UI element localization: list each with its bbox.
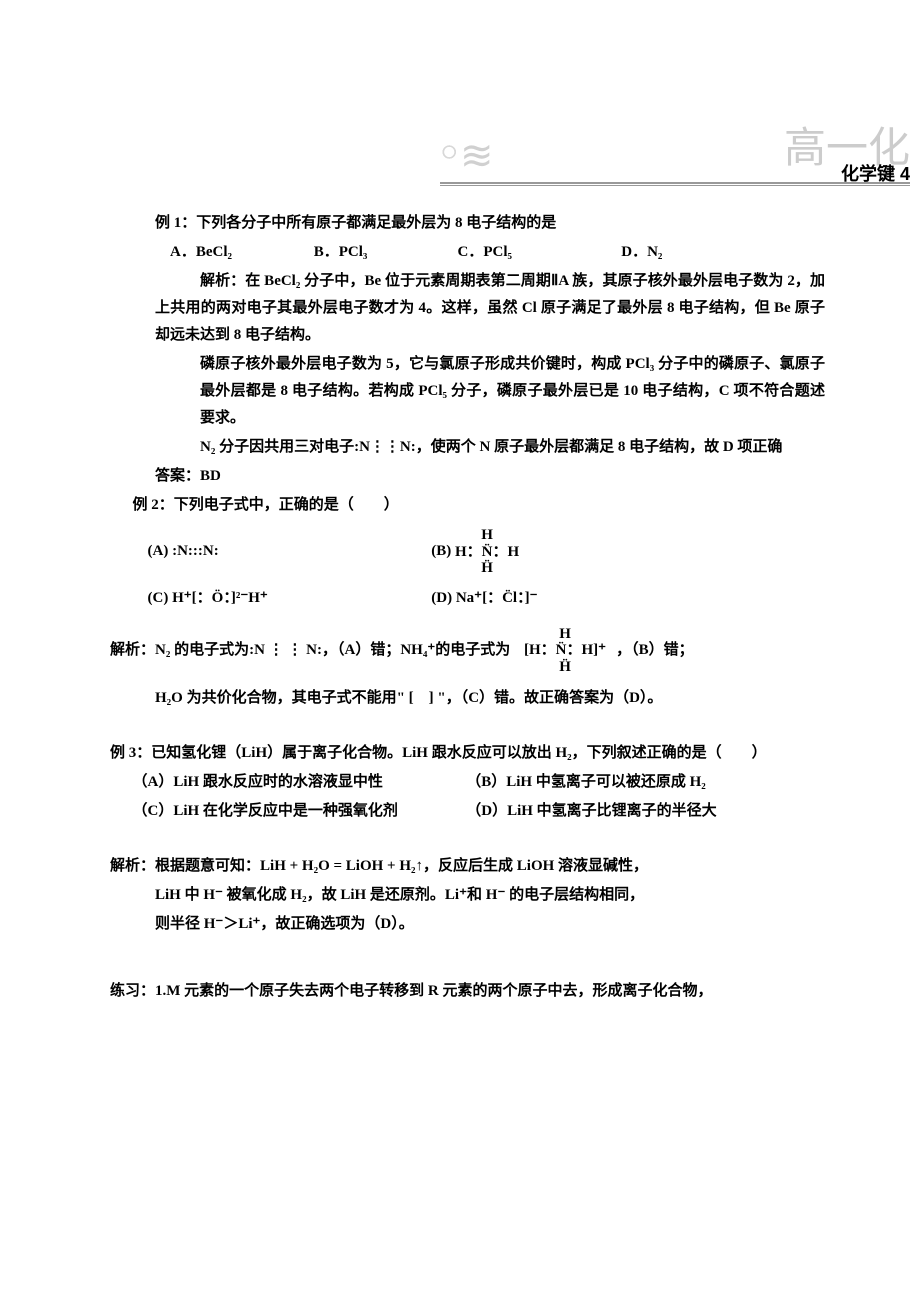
ex1-question: 例 1：下列各分子中所有原子都满足最外层为 8 电子结构的是 [110, 210, 840, 237]
practice-label: 练习： [110, 983, 155, 999]
ex1-answer: 答案：BD [110, 463, 840, 490]
ex2-opt-d: (D) Na⁺[：C̈l：]⁻ [431, 585, 537, 612]
ex3-options-row1: （A）LiH 跟水反应时的水溶液显中性 （B）LiH 中氢离子可以被还原成 H₂ [110, 769, 840, 796]
ex3-opt-d: （D）LiH 中氢离子比锂离子的半径大 [466, 798, 796, 825]
ex2-options-row1: (A) :N:::N: (B) H H：N̈：H Ḧ [110, 527, 840, 577]
ex1-label: 例 1： [155, 215, 196, 231]
ex3-opt-a: （A）LiH 跟水反应时的水溶液显中性 [133, 769, 463, 796]
ex3-analysis-2: LiH 中 H⁻ 被氧化成 H₂，故 LiH 是还原剂。Li⁺和 H⁻ 的电子层… [110, 882, 840, 909]
ex1-analysis-1: 解析：在 BeCl₂ 分子中，Be 位于元素周期表第二周期ⅡA 族，其原子核外最… [110, 268, 840, 349]
ex2-opt-b: (B) H H：N̈：H Ḧ [431, 527, 519, 577]
ex1-analysis-3: N₂ 分子因共用三对电子:N⋮⋮N:，使两个 N 原子最外层都满足 8 电子结构… [110, 434, 840, 461]
ex3-opt-b: （B）LiH 中氢离子可以被还原成 H₂ [466, 769, 796, 796]
ex2-analysis-1: 解析：N₂ 的电子式为:N ⋮ ⋮ N:，（A）错；NH₄⁺的电子式为 H [H… [110, 626, 840, 676]
ex3-analysis-1: 解析：根据题意可知：LiH + H₂O = LiOH + H₂↑，反应后生成 L… [110, 853, 840, 880]
ex1-analysis-label: 解析： [200, 273, 245, 289]
ex2-nh4-lewis: H [H：N̈：H]⁺ Ḧ [524, 626, 606, 676]
ex2-question: 例 2：下列电子式中，正确的是（ ） [110, 492, 840, 519]
ex2-options-row2: (C) H⁺[：Ö：]²⁻H⁺ (D) Na⁺[：C̈l：]⁻ [110, 585, 840, 612]
ex3-opt-c: （C）LiH 在化学反应中是一种强氧化剂 [133, 798, 463, 825]
ex1-options: A．BeCl₂ B．PCl₃ C．PCl₅ D．N₂ [110, 239, 840, 266]
ex2-opt-c: (C) H⁺[：Ö：]²⁻H⁺ [148, 585, 428, 612]
ex3-equation: LiH + H₂O = LiOH + H₂↑ [260, 858, 423, 874]
ex2-analysis-2: H₂O 为共价化合物，其电子式不能用" [ ] "，（C）错。故正确答案为（D）… [110, 685, 840, 712]
ex1-answer-label: 答案： [155, 468, 200, 484]
ex2-analysis-label: 解析： [110, 642, 155, 658]
document-body: 例 1：下列各分子中所有原子都满足最外层为 8 电子结构的是 A．BeCl₂ B… [110, 210, 840, 1005]
header-banner: ○○○○ ≋ 高一化 化学键 4 [440, 110, 910, 190]
ex2-label: 例 2： [133, 497, 174, 513]
ex3-question: 例 3：已知氢化锂（LiH）属于离子化合物。LiH 跟水反应可以放出 H₂，下列… [110, 740, 840, 767]
ex1-opt-d: D．N₂ [621, 239, 662, 266]
header-double-line [440, 182, 910, 186]
ex1-analysis-2: 磷原子核外最外层电子数为 5，它与氯原子形成共价键时，构成 PCl₃ 分子中的磷… [110, 351, 840, 432]
ex2-opt-a: (A) :N:::N: [148, 538, 428, 565]
practice-1: 练习：1.M 元素的一个原子失去两个电子转移到 R 元素的两个原子中去，形成离子… [110, 978, 840, 1005]
ex3-options-row2: （C）LiH 在化学反应中是一种强氧化剂 （D）LiH 中氢离子比锂离子的半径大 [110, 798, 840, 825]
ex2-n2-lewis: :N ⋮ ⋮ N: [249, 642, 322, 658]
ex2-nh3-lewis: H H：N̈：H Ḧ [455, 527, 519, 577]
ex1-opt-a: A．BeCl₂ [170, 239, 310, 266]
ex3-label: 例 3： [110, 745, 151, 761]
ex3-analysis-label: 解析： [110, 858, 155, 874]
ex3-analysis: 解析：根据题意可知：LiH + H₂O = LiOH + H₂↑，反应后生成 L… [110, 853, 840, 938]
ex3-analysis-3: 则半径 H⁻＞Li⁺，故正确选项为（D）。 [110, 911, 840, 938]
ex1-opt-c: C．PCl₅ [458, 239, 618, 266]
ex1-n2-lewis: :N⋮⋮N: [354, 439, 416, 455]
header-watermark: ≋ [460, 120, 489, 190]
ex2-analysis: 解析：N₂ 的电子式为:N ⋮ ⋮ N:，（A）错；NH₄⁺的电子式为 H [H… [110, 626, 840, 713]
ex1-opt-b: B．PCl₃ [314, 239, 454, 266]
